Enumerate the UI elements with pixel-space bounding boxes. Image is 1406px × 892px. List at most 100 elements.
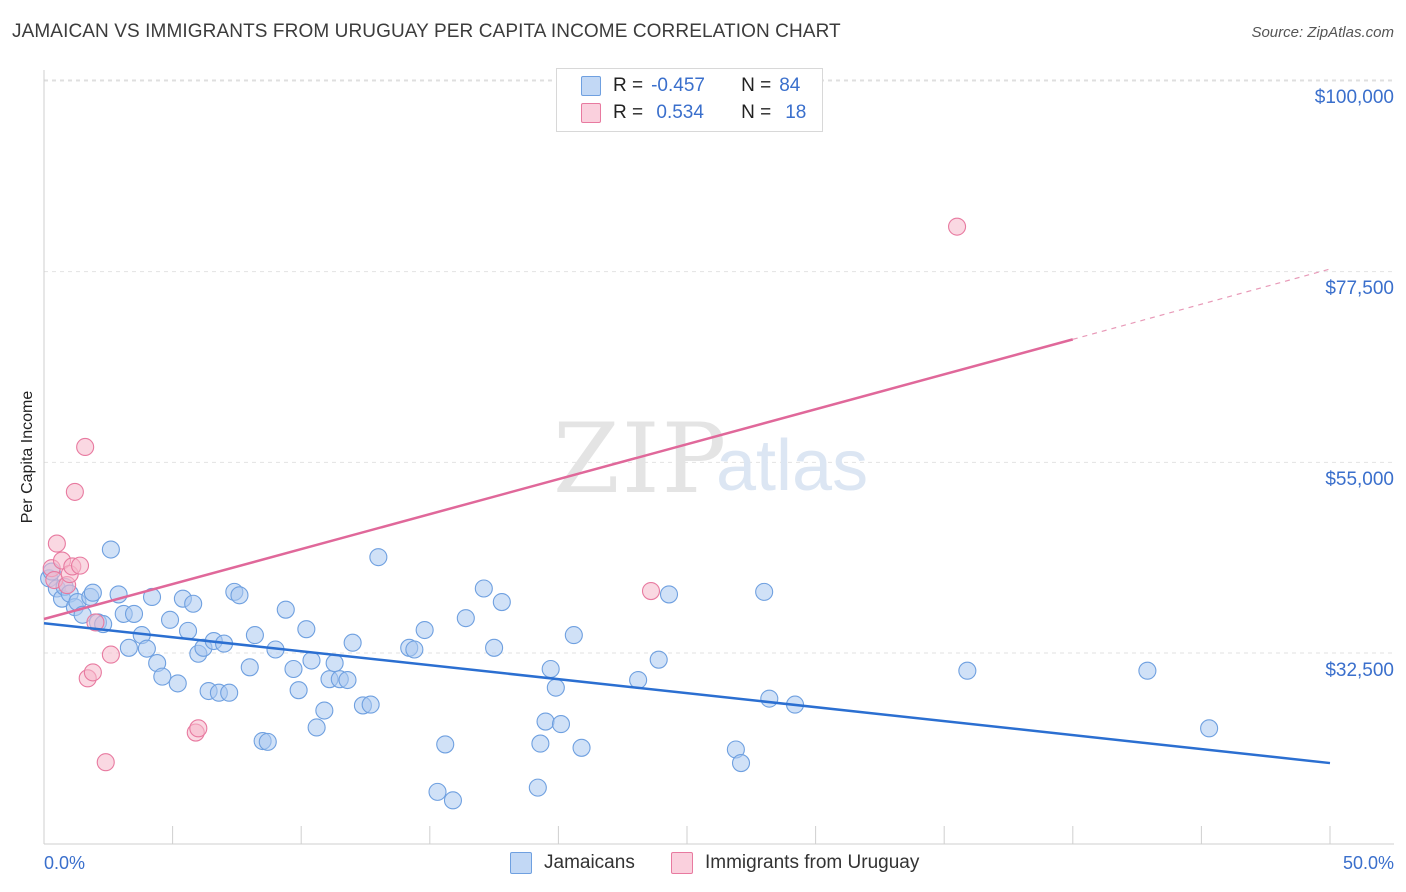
series-legend: Jamaicans Immigrants from Uruguay [0,852,1406,876]
data-point [119,638,138,657]
data-point [369,548,388,567]
data-point [649,650,668,669]
legend-r-value: 0.534 [651,102,704,123]
data-point [443,791,462,810]
y-tick-55000: $55,000 [1325,469,1394,490]
legend-swatch-blue [581,76,601,96]
correlation-legend: R = -0.457 N = 84 R = 0.534 N = 18 [556,68,823,132]
legend-row-uruguay: R = 0.534 N = 18 [581,102,806,124]
data-point [760,689,779,708]
data-point [76,437,95,457]
data-point [83,663,102,682]
legend-n-value: 18 [785,102,807,123]
data-point [405,640,424,659]
legend-r-label: R = [613,102,644,123]
data-point [541,659,560,679]
data-point [428,782,447,801]
data-point [641,581,661,601]
axes [43,70,1394,845]
data-point [564,626,583,645]
data-point [289,681,308,700]
data-point [315,701,334,720]
chart-title: JAMAICAN VS IMMIGRANTS FROM URUGUAY PER … [12,21,841,42]
data-point [958,661,977,680]
data-point [168,674,187,693]
legend-n-label: N = [741,102,772,123]
data-point [70,556,90,575]
data-point [528,778,547,797]
legend-row-jamaicans: R = -0.457 N = 84 [581,75,800,97]
data-point [361,695,380,714]
data-point [343,633,362,652]
data-point [1200,719,1219,738]
data-point [474,579,493,598]
data-point [83,583,102,602]
series-legend-jamaicans[interactable]: Jamaicans [510,852,635,874]
data-point [65,482,84,501]
data-point [101,645,120,664]
x-tick-min: 0.0% [44,853,86,873]
data-point [755,582,774,601]
data-point [101,540,120,559]
watermark: ZIP atlas [553,403,868,515]
data-point [153,667,172,686]
data-point [276,600,295,619]
data-point [531,734,550,753]
gridlines [44,79,1394,654]
data-point [124,604,144,623]
data-point [220,683,239,702]
series-swatch-pink [671,852,693,874]
data-point [189,719,208,738]
data-point [338,670,357,690]
legend-n-label: N = [741,75,772,96]
data-point [47,534,66,553]
legend-r-label: R = [613,75,644,96]
data-point [240,658,259,677]
data-point [230,586,249,605]
series-label-uruguay: Immigrants from Uruguay [705,852,920,873]
data-point [492,593,511,612]
data-point [1138,661,1157,680]
data-point [485,638,504,657]
legend-n-value: 84 [779,75,801,96]
data-point [948,217,967,236]
data-point [258,732,277,751]
data-point [284,659,303,679]
legend-r-value: -0.457 [651,75,705,96]
data-point [307,718,326,737]
y-tick-100000: $100,000 [1314,87,1394,108]
trend-line-jamaicans [43,621,1331,765]
data-point [731,754,751,773]
data-point [572,738,591,757]
y-tick-32500: $32,500 [1325,660,1394,681]
series-legend-uruguay[interactable]: Immigrants from Uruguay [671,852,919,874]
trend-line-uruguay-extension [1072,268,1331,340]
x-tick-max: 50.0% [1342,853,1394,873]
series-label-jamaicans: Jamaicans [544,852,635,873]
jamaicans-points [40,540,1219,810]
trend-lines [43,268,1331,765]
data-point [160,610,180,629]
data-point [297,620,316,639]
data-point [546,678,565,697]
data-point [456,609,475,628]
data-point [659,585,679,604]
data-point [325,654,344,673]
trend-line-uruguay [43,338,1074,621]
legend-swatch-pink [581,103,601,123]
data-point [415,620,434,640]
uruguay-points [42,217,967,772]
data-point [178,621,198,640]
watermark-atlas: atlas [716,426,868,506]
data-point [137,639,156,658]
chart-source: Source: ZipAtlas.com [1251,24,1394,41]
data-point [436,735,455,754]
data-point [551,715,571,734]
data-point [86,613,105,632]
data-point [245,626,264,645]
data-point [184,594,203,613]
data-point [302,651,321,670]
data-point [536,712,555,731]
y-tick-77500: $77,500 [1325,278,1394,299]
